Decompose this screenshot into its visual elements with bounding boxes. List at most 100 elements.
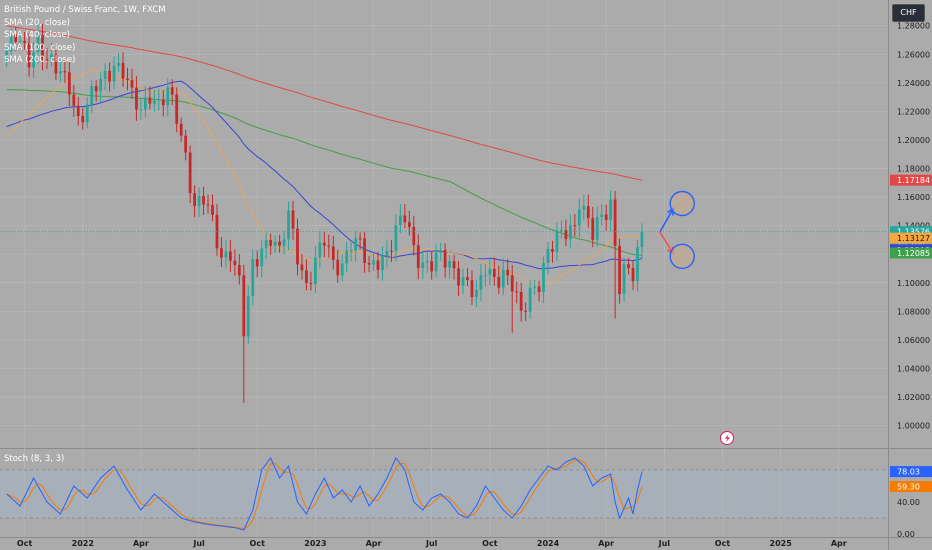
- candle-body: [23, 40, 26, 43]
- candle-body: [591, 218, 595, 240]
- candle-body: [50, 54, 53, 60]
- candle-body: [331, 246, 335, 260]
- candle-body: [457, 268, 460, 286]
- candle-body: [363, 238, 366, 263]
- candle-body: [577, 209, 581, 226]
- candle-body: [488, 268, 492, 275]
- candle-body: [242, 275, 246, 337]
- candle-body: [63, 71, 67, 73]
- x-tick-label: Jul: [425, 539, 438, 548]
- candle-body: [390, 250, 393, 252]
- candle-body: [291, 210, 295, 229]
- candle-body: [439, 250, 443, 253]
- candle-body: [233, 260, 237, 266]
- stoch-d-tag-label: 59.30: [897, 483, 920, 492]
- candle-body: [381, 256, 384, 271]
- y-tick-label: 1.24000: [897, 79, 930, 88]
- candle-body: [251, 259, 255, 296]
- sma-100-legend[interactable]: SMA (100, close): [4, 42, 76, 53]
- candle-body: [166, 87, 170, 106]
- x-tick-label: Jul: [192, 539, 205, 548]
- symbol-title[interactable]: British Pound / Swiss Franc, 1W, FXCM: [4, 5, 166, 15]
- candle-body: [425, 261, 429, 263]
- candle-body: [604, 214, 608, 220]
- candle-body: [564, 230, 568, 240]
- candle-body: [483, 274, 487, 276]
- sma-40-legend[interactable]: SMA (40, close): [4, 30, 70, 40]
- candle-body: [551, 249, 554, 252]
- candle-body: [586, 206, 590, 219]
- candle-body: [45, 59, 49, 61]
- candle-body: [130, 80, 134, 88]
- candle-body: [340, 263, 344, 276]
- candle-body: [139, 109, 143, 111]
- price-tag: [890, 226, 932, 238]
- candle-body: [636, 247, 639, 282]
- sma-200-line: [6, 25, 643, 181]
- price-tag-label: 1.12085: [897, 249, 930, 258]
- currency-button[interactable]: CHF: [892, 4, 925, 22]
- x-tick-label: Apr: [598, 539, 614, 548]
- stoch-d-line: [6, 459, 643, 530]
- candle-body: [318, 242, 322, 258]
- candle-body: [412, 227, 416, 246]
- candle-body: [524, 310, 528, 312]
- candle-body: [36, 35, 40, 53]
- candle-body: [170, 87, 174, 95]
- candle-body: [197, 196, 201, 207]
- candle-body: [376, 260, 380, 271]
- x-tick-label: 2024: [537, 539, 560, 548]
- candle-body: [367, 262, 371, 265]
- candle-body: [627, 264, 630, 269]
- forecast-arrow: [659, 208, 674, 233]
- candle-body: [305, 270, 308, 284]
- sma-40-line: [6, 80, 643, 270]
- candle-body: [99, 79, 103, 92]
- stoch-k-tag-label: 78.03: [897, 468, 920, 477]
- x-tick-label: Apr: [831, 539, 847, 548]
- sma-20-legend[interactable]: SMA (20, close): [4, 17, 70, 28]
- candle-body: [202, 196, 205, 205]
- sma-20-line: [6, 68, 643, 286]
- x-tick-label: Apr: [133, 539, 149, 548]
- stoch-legend[interactable]: Stoch (8, 3, 3): [4, 454, 65, 464]
- candle-body: [76, 105, 80, 116]
- y-tick-label: 1.26000: [897, 50, 930, 59]
- candle-body: [32, 52, 35, 68]
- candle-body: [416, 245, 420, 269]
- candle-body: [184, 135, 188, 153]
- price-tag-label: 1.17184: [897, 176, 930, 185]
- candle-body: [475, 289, 478, 298]
- candle-body: [497, 276, 501, 288]
- candle-body: [9, 34, 13, 52]
- candle-body: [443, 250, 447, 268]
- candle-body: [452, 261, 456, 269]
- y-tick-label: 1.08000: [897, 307, 930, 316]
- candle-body: [175, 94, 179, 124]
- candle-body: [300, 264, 304, 271]
- y-tick-label: 1.02000: [897, 393, 930, 402]
- candle-body: [372, 260, 375, 265]
- candle-body: [537, 286, 541, 293]
- stoch-k-line: [6, 457, 643, 531]
- candle-body: [631, 268, 635, 282]
- candle-body: [640, 231, 644, 248]
- candle-body: [54, 54, 58, 74]
- candle-body: [501, 269, 505, 288]
- y-tick-label: 1.28000: [897, 22, 930, 31]
- candle-body: [144, 97, 147, 110]
- target-circle: [669, 243, 695, 270]
- stoch-k-tag: [890, 466, 932, 478]
- candle-body: [5, 51, 9, 56]
- candle-body: [430, 261, 434, 272]
- candle-body: [407, 222, 411, 228]
- candle-body: [264, 239, 268, 249]
- candle-body: [600, 214, 604, 218]
- candle-body: [609, 199, 613, 220]
- candle-body: [461, 277, 465, 286]
- candle-body: [618, 245, 621, 294]
- sma-200-legend[interactable]: SMA (200, close): [4, 55, 76, 65]
- candle-body: [103, 70, 107, 80]
